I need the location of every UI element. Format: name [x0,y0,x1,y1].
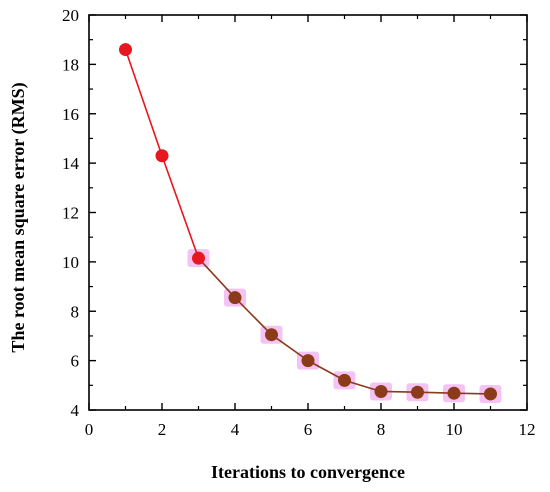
data-point [265,328,278,342]
data-point [119,43,132,57]
x-tick-label: 10 [446,420,463,439]
y-axis: 4 6 8 10 12 14 16 18 20 [62,6,527,420]
y-tick-label: 10 [62,253,79,272]
x-tick-label: 8 [377,420,386,439]
y-axis-title: The root mean square error (RMS) [8,82,29,352]
series-segment [197,257,236,299]
series-line [124,49,491,395]
x-tick-label: 4 [231,420,240,439]
x-tick-label: 0 [85,420,94,439]
data-point [484,387,497,401]
data-point [411,385,424,399]
series-points [119,43,497,401]
y-tick-label: 20 [62,6,79,25]
data-point [338,373,351,387]
y-tick-label: 8 [71,302,80,321]
x-tick-label: 6 [304,420,313,439]
series-segment [271,334,309,362]
data-point [447,386,461,400]
data-point [228,291,242,305]
data-point [192,251,205,265]
data-point [155,149,169,163]
y-tick-label: 12 [62,204,79,223]
series-segment [307,359,345,382]
y-tick-label: 6 [71,352,80,371]
x-tick-label: 2 [158,420,167,439]
y-tick-label: 16 [62,105,79,124]
x-axis-title: Iterations to convergence [211,462,405,482]
series-segment [234,297,273,336]
series-segment [161,155,200,259]
x-tick-label: 12 [519,420,536,439]
y-tick-label: 18 [62,55,79,74]
y-tick-label: 4 [71,401,80,420]
data-point [374,384,388,398]
series-segment [124,49,163,156]
y-tick-label: 14 [62,154,80,173]
x-axis: 0 2 4 6 8 10 12 [85,15,536,439]
data-point [301,354,315,368]
plot-frame [88,14,528,411]
